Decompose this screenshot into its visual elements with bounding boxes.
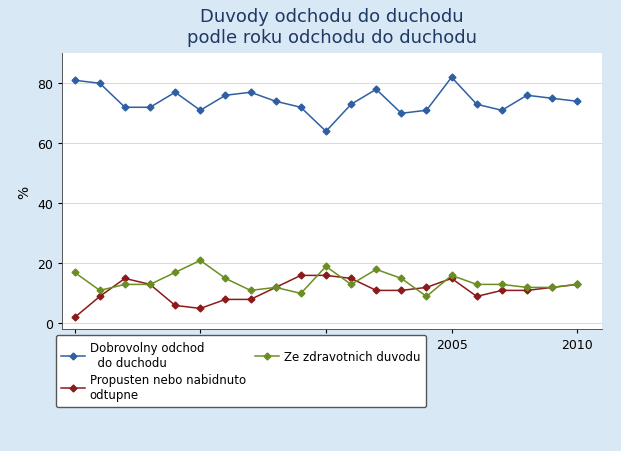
Title: Duvody odchodu do duchodu
podle roku odchodu do duchodu: Duvody odchodu do duchodu podle roku odc…	[188, 8, 477, 47]
Legend: Dobrovolny odchod
  do duchodu, Propusten nebo nabidnuto
odtupne, Ze zdravotnich: Dobrovolny odchod do duchodu, Propusten …	[56, 335, 426, 408]
X-axis label: Rok odchodu do duchodu: Rok odchodu do duchodu	[244, 357, 420, 371]
Y-axis label: %: %	[17, 185, 32, 198]
